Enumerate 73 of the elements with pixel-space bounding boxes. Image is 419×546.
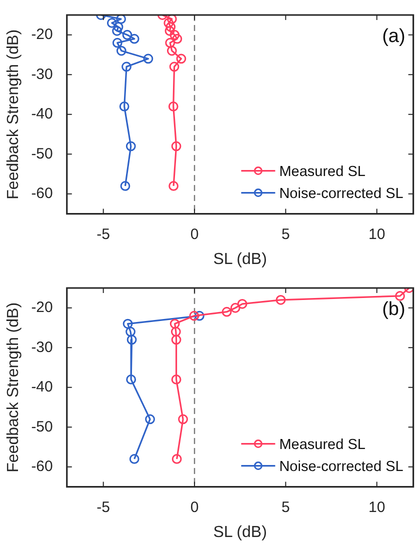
- point: [276, 294, 286, 305]
- point: [112, 38, 122, 48]
- point: [166, 15, 177, 24]
- x-axis-title: SL (dB): [213, 524, 267, 541]
- y-tick-label: -30: [31, 66, 53, 83]
- point: [230, 302, 240, 313]
- y-tick-label: -60: [31, 458, 53, 476]
- point: [113, 22, 124, 32]
- legend-label: Noise-corrected SL: [279, 186, 404, 202]
- x-tick-label: 5: [282, 226, 290, 243]
- legend-label: Noise-corrected SL: [279, 458, 404, 475]
- point: [166, 46, 177, 56]
- point: [169, 62, 180, 72]
- point: [237, 298, 248, 309]
- point: [126, 141, 136, 152]
- y-tick-label: -60: [31, 185, 53, 202]
- y-tick-label: -30: [31, 338, 53, 356]
- y-tick-label: -20: [31, 26, 53, 44]
- point: [222, 306, 232, 317]
- point: [164, 26, 175, 36]
- point: [168, 102, 178, 112]
- point: [116, 46, 126, 56]
- legend-label: Measured SL: [279, 164, 366, 180]
- point: [189, 310, 200, 321]
- point: [395, 291, 405, 301]
- point: [106, 18, 117, 28]
- point: [171, 374, 182, 384]
- point: [126, 326, 136, 337]
- x-tick-label: 10: [368, 498, 386, 516]
- x-axis-title: SL (dB): [213, 250, 267, 268]
- point: [122, 30, 132, 40]
- annotation: (b): [382, 299, 406, 320]
- point: [126, 374, 136, 384]
- point: [194, 310, 204, 321]
- point: [172, 34, 182, 44]
- point: [129, 34, 140, 44]
- y-tick-label: -50: [31, 418, 53, 436]
- y-axis-title: Feedback Strength (dB): [5, 29, 22, 200]
- point: [170, 318, 180, 329]
- point: [116, 15, 126, 24]
- point: [164, 18, 174, 28]
- point: [129, 454, 140, 464]
- point: [120, 181, 130, 191]
- x-tick-label: 5: [282, 498, 290, 516]
- point: [170, 30, 180, 40]
- point: [126, 334, 137, 345]
- point: [171, 334, 182, 345]
- point: [165, 38, 176, 48]
- x-tick-label: -5: [96, 226, 110, 243]
- point: [172, 454, 182, 464]
- x-tick-label: 0: [190, 226, 199, 243]
- y-tick-label: -40: [31, 106, 53, 123]
- point: [170, 326, 181, 337]
- point: [171, 141, 182, 152]
- point: [119, 102, 130, 112]
- point: [178, 414, 188, 424]
- x-tick-label: 10: [368, 226, 386, 243]
- x-tick-label: -5: [96, 498, 110, 516]
- point: [122, 62, 132, 72]
- point: [122, 318, 133, 329]
- legend-label: Measured SL: [279, 436, 366, 453]
- point: [166, 22, 176, 32]
- y-axis-title: Feedback Strength (dB): [5, 302, 22, 472]
- point: [112, 26, 122, 36]
- y-tick-label: -50: [31, 145, 53, 162]
- y-tick-label: -40: [31, 378, 53, 396]
- point: [176, 54, 186, 64]
- point: [143, 54, 154, 64]
- y-tick-label: -20: [31, 299, 53, 316]
- x-tick-label: 0: [190, 498, 199, 516]
- point: [145, 414, 155, 424]
- annotation: (a): [382, 26, 406, 48]
- point: [168, 181, 178, 191]
